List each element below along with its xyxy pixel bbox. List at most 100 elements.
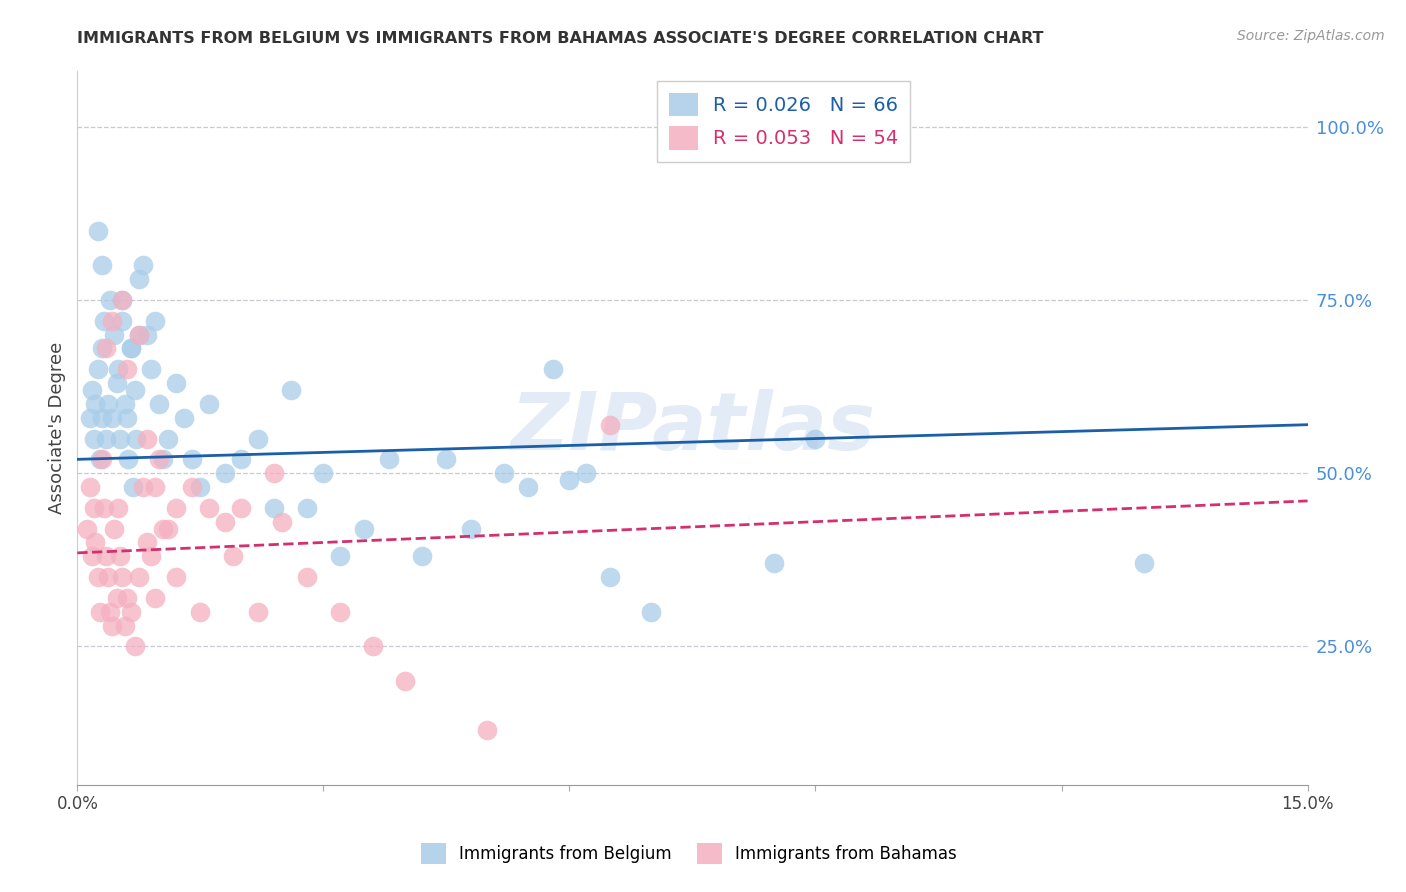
Point xyxy=(197,397,219,411)
Point xyxy=(541,362,564,376)
Point xyxy=(222,549,245,564)
Point xyxy=(214,466,236,480)
Point xyxy=(165,570,187,584)
Point xyxy=(599,570,621,584)
Point xyxy=(120,605,142,619)
Point xyxy=(312,466,335,480)
Point xyxy=(165,500,187,515)
Point xyxy=(148,397,170,411)
Point xyxy=(125,432,148,446)
Point xyxy=(103,327,125,342)
Point xyxy=(132,258,155,272)
Point xyxy=(263,500,285,515)
Point xyxy=(804,432,827,446)
Text: Source: ZipAtlas.com: Source: ZipAtlas.com xyxy=(1237,29,1385,43)
Point xyxy=(231,500,253,515)
Point xyxy=(114,397,136,411)
Point xyxy=(90,410,114,425)
Point xyxy=(83,500,105,515)
Point xyxy=(107,500,129,515)
Point xyxy=(128,272,150,286)
Point xyxy=(148,452,170,467)
Point xyxy=(115,410,138,425)
Point xyxy=(108,432,131,446)
Point xyxy=(84,535,107,549)
Point xyxy=(329,549,352,564)
Point xyxy=(79,410,101,425)
Point xyxy=(197,500,219,515)
Point xyxy=(87,224,110,238)
Point xyxy=(94,342,117,356)
Point xyxy=(101,314,124,328)
Point xyxy=(280,383,302,397)
Point xyxy=(94,432,117,446)
Point xyxy=(105,376,128,391)
Point xyxy=(477,723,499,737)
Point xyxy=(98,605,121,619)
Point xyxy=(143,480,166,494)
Point xyxy=(115,362,138,376)
Point xyxy=(84,397,107,411)
Point xyxy=(111,314,134,328)
Point xyxy=(82,383,104,397)
Legend: R = 0.026   N = 66, R = 0.053   N = 54: R = 0.026 N = 66, R = 0.053 N = 54 xyxy=(657,81,910,161)
Point xyxy=(107,362,129,376)
Point xyxy=(575,466,598,480)
Point xyxy=(132,480,155,494)
Y-axis label: Associate's Degree: Associate's Degree xyxy=(48,342,66,515)
Point xyxy=(136,535,159,549)
Point xyxy=(114,618,136,632)
Point xyxy=(89,452,111,467)
Point xyxy=(143,591,166,605)
Point xyxy=(329,605,352,619)
Point xyxy=(83,432,105,446)
Point xyxy=(128,570,150,584)
Point xyxy=(122,480,145,494)
Point xyxy=(152,522,174,536)
Point xyxy=(93,314,115,328)
Point xyxy=(141,362,163,376)
Point xyxy=(97,570,120,584)
Point xyxy=(90,342,114,356)
Point xyxy=(89,605,111,619)
Point xyxy=(76,522,98,536)
Point xyxy=(152,452,174,467)
Point xyxy=(111,570,134,584)
Point xyxy=(763,556,786,570)
Point xyxy=(87,362,110,376)
Point xyxy=(101,618,124,632)
Point xyxy=(263,466,285,480)
Point xyxy=(214,515,236,529)
Point xyxy=(517,480,540,494)
Point xyxy=(460,522,482,536)
Point xyxy=(136,327,159,342)
Point xyxy=(98,293,121,307)
Point xyxy=(93,500,115,515)
Point xyxy=(295,570,318,584)
Point xyxy=(558,473,581,487)
Point xyxy=(492,466,515,480)
Point xyxy=(173,410,195,425)
Point xyxy=(111,293,134,307)
Point xyxy=(94,549,117,564)
Point xyxy=(231,452,253,467)
Point xyxy=(188,480,212,494)
Point xyxy=(120,342,142,356)
Point xyxy=(156,432,179,446)
Point xyxy=(271,515,294,529)
Point xyxy=(411,549,433,564)
Point xyxy=(181,452,204,467)
Point xyxy=(143,314,166,328)
Point xyxy=(165,376,187,391)
Point xyxy=(128,327,150,342)
Point xyxy=(188,605,212,619)
Point xyxy=(436,452,458,467)
Legend: Immigrants from Belgium, Immigrants from Bahamas: Immigrants from Belgium, Immigrants from… xyxy=(415,837,963,871)
Point xyxy=(353,522,375,536)
Point xyxy=(378,452,401,467)
Point xyxy=(108,549,131,564)
Point xyxy=(111,293,134,307)
Point xyxy=(640,605,662,619)
Point xyxy=(124,640,146,654)
Point xyxy=(181,480,204,494)
